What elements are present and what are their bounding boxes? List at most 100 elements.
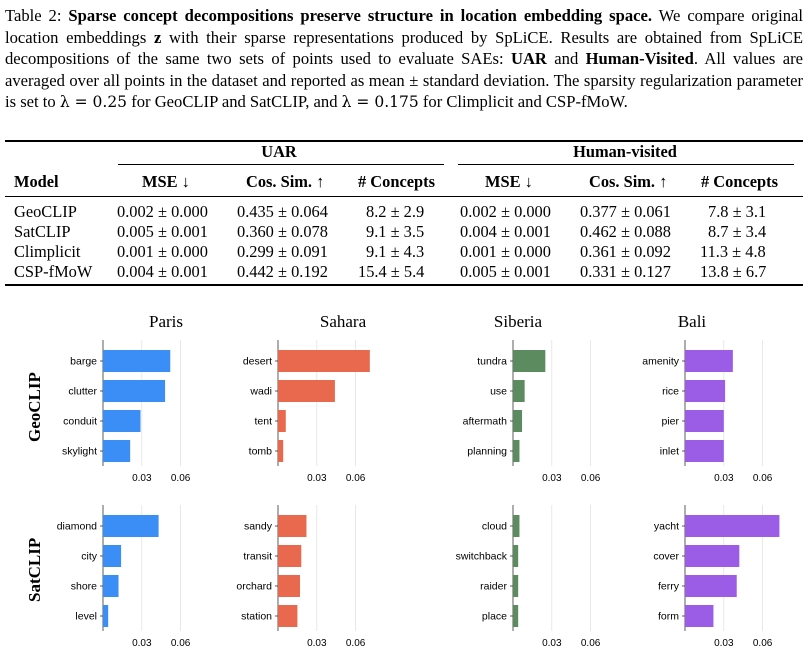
category-label: conduit [63,416,97,428]
category-label: transit [243,551,272,563]
chart-geoclip-siberia: 0.03 0.06 tundra use aftermath planning [440,340,614,493]
x-tick-label: 0.06 [346,638,366,649]
header-uar-cos: Cos. Sim. ↑ [246,172,325,191]
cell-uar-cos: 0.435 ± 0.064 [237,202,328,221]
header-model: Model [14,172,59,191]
cell-hv-cos: 0.331 ± 0.127 [580,262,671,281]
chart-geoclip-sahara: 0.03 0.06 desert wadi tent tomb [205,340,379,493]
caption-human-visited: Human-Visited [585,49,694,68]
bar [278,410,286,432]
bar-chart-svg: 0.03 0.06 desert wadi tent tomb [243,340,370,484]
bar-chart-svg: 0.03 0.06 sandy transit orchard station [236,505,366,649]
category-label: aftermath [463,416,508,428]
cell-hv-concepts: 7.8 ± 3.1 [708,202,767,221]
header-rule [5,196,803,197]
bar [513,605,519,627]
header-hv-cos: Cos. Sim. ↑ [589,172,668,191]
category-label: barge [70,356,97,368]
category-label: station [241,611,272,623]
category-label: cover [653,551,679,563]
bar [685,410,724,432]
bar [685,545,740,567]
cell-hv-concepts: 13.8 ± 6.7 [700,262,767,281]
cell-uar-mse: 0.004 ± 0.001 [117,262,208,281]
table-caption: Table 2: Sparse concept decompositions p… [5,5,803,114]
bar [103,575,119,597]
bar [103,545,122,567]
x-tick-label: 0.06 [171,473,191,484]
bar [278,380,335,402]
x-tick-label: 0.06 [581,638,601,649]
cell-hv-mse: 0.005 ± 0.001 [460,262,551,281]
category-label: tomb [249,446,273,458]
category-label: level [75,611,97,623]
group-header-uar: UAR [261,142,297,161]
category-label: raider [480,581,507,593]
caption-lambda-2: λ = 0.175 [341,93,419,111]
row-model: GeoCLIP [14,202,77,221]
bar [103,605,109,627]
bar [513,440,520,462]
x-tick-label: 0.06 [753,638,773,649]
cell-uar-concepts: 15.4 ± 5.4 [358,262,425,281]
caption-body-3: . All values are averaged over all point… [5,49,804,111]
category-label: tent [254,416,272,428]
category-label: sandy [244,521,273,533]
category-label: skylight [62,446,97,458]
cell-hv-concepts: 8.7 ± 3.4 [708,222,767,241]
category-label: planning [467,446,507,458]
x-tick-label: 0.06 [171,638,191,649]
bar [513,545,519,567]
category-label: switchback [456,551,508,563]
bar [103,410,141,432]
header-uar-concepts: # Concepts [358,172,435,191]
bar [513,380,525,402]
bar [685,605,714,627]
caption-title: Sparse concept decompositions preserve s… [68,6,653,25]
category-label: wadi [249,386,272,398]
caption-body-4: for GeoCLIP and SatCLIP, and [127,92,342,111]
cell-uar-cos: 0.360 ± 0.078 [237,222,328,241]
bar [103,515,159,537]
bar-chart-svg: 0.03 0.06 barge clutter conduit skylight [62,340,191,484]
category-label: orchard [236,581,272,593]
cell-uar-concepts: 8.2 ± 2.9 [366,202,425,221]
column-title-paris: Paris [149,312,183,331]
category-label: shore [71,581,97,593]
category-label: city [81,551,98,563]
category-label: desert [243,356,272,368]
x-tick-label: 0.06 [753,473,773,484]
caption-body-1: We compare original location embeddings [5,6,803,47]
x-tick-label: 0.03 [714,473,734,484]
category-label: place [482,611,507,623]
category-label: tundra [477,356,507,368]
caption-uar: UAR [510,49,547,68]
cell-hv-mse: 0.002 ± 0.000 [460,202,551,221]
bar [685,515,780,537]
x-tick-label: 0.03 [132,638,152,649]
x-tick-label: 0.03 [307,473,327,484]
bar [513,410,523,432]
bar-chart-svg: 0.03 0.06 tundra use aftermath planning [463,340,601,484]
caption-body-5: for Climplicit and CSP-fMoW. [418,92,628,111]
caption-and: and [546,49,586,68]
group-rule-human-visited [458,164,794,165]
category-label: use [490,386,507,398]
category-label: cloud [482,521,507,533]
column-title-sahara: Sahara [319,312,367,331]
cell-uar-mse: 0.001 ± 0.000 [117,242,208,261]
row-model: CSP-fMoW [14,262,93,281]
caption-body-2: with their sparse representations produc… [5,27,803,69]
bar [278,545,302,567]
bar [103,350,171,372]
group-rule-uar [118,164,444,165]
table-top-rule [5,140,803,142]
bar-chart-svg: 0.03 0.06 amenity rice pier inlet [642,340,773,484]
bar-chart-svg: 0.03 0.06 diamond city shore level [57,505,191,649]
chart-geoclip-paris: 0.03 0.06 barge clutter conduit skylight [30,340,204,493]
chart-satclip-sahara: 0.03 0.06 sandy transit orchard station [205,505,379,658]
caption-var-z: z [153,27,162,47]
header-hv-concepts: # Concepts [701,172,778,191]
category-label: rice [662,386,679,398]
bar [513,575,519,597]
